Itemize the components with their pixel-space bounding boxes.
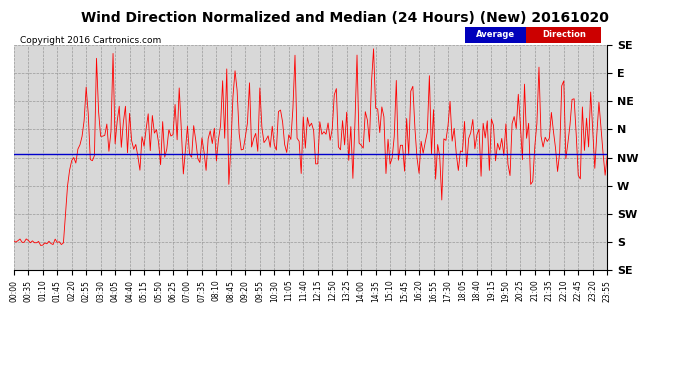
- Text: Average: Average: [476, 30, 515, 39]
- Text: Wind Direction Normalized and Median (24 Hours) (New) 20161020: Wind Direction Normalized and Median (24…: [81, 11, 609, 25]
- Text: Direction: Direction: [542, 30, 586, 39]
- Text: Copyright 2016 Cartronics.com: Copyright 2016 Cartronics.com: [20, 36, 161, 45]
- FancyBboxPatch shape: [465, 27, 526, 43]
- FancyBboxPatch shape: [526, 27, 601, 43]
